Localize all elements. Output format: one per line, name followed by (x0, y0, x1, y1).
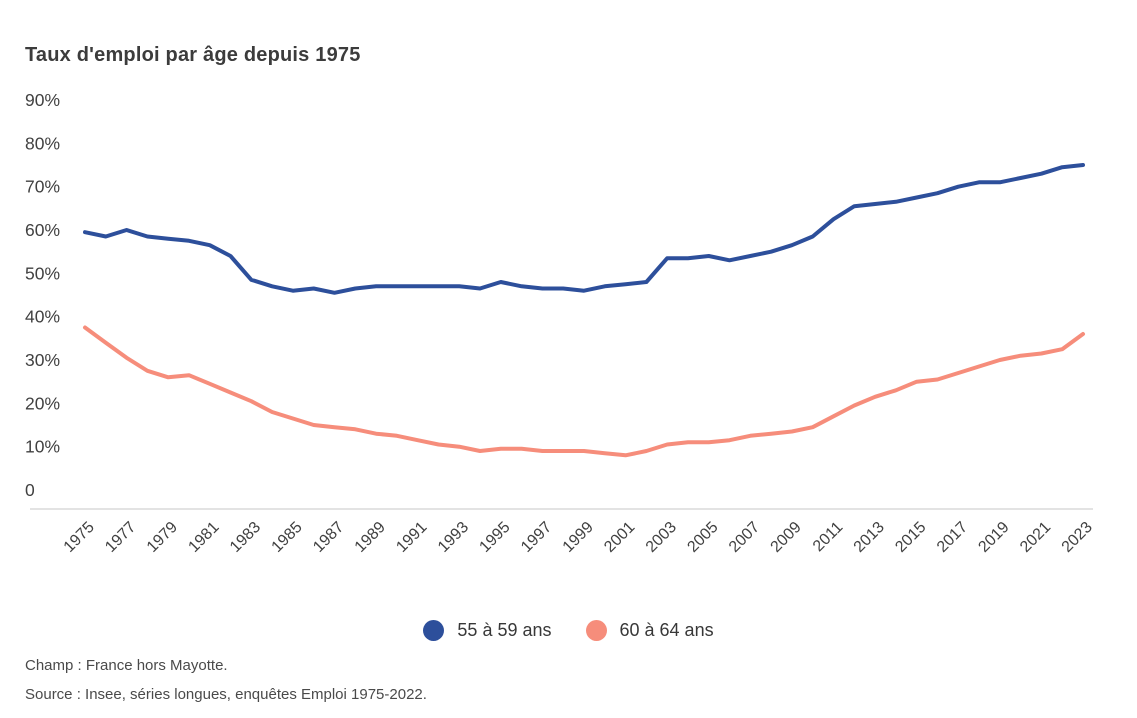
x-axis-label: 2019 (975, 519, 1012, 556)
legend-dot-55-59-icon (423, 620, 445, 641)
y-axis-label: 20% (25, 393, 60, 413)
y-axis-label: 90% (25, 90, 60, 110)
footnote-source: Source : Insee, séries longues, enquêtes… (25, 686, 427, 703)
x-axis-label: 2015 (892, 519, 929, 556)
x-axis-label: 1975 (61, 519, 98, 556)
footnote-champ: Champ : France hors Mayotte. (25, 657, 228, 674)
series-line-60-64 (83, 325, 1085, 458)
x-axis-label: 1983 (227, 519, 264, 556)
x-axis-label: 2013 (851, 519, 888, 556)
legend-item-60-64: 60 à 64 ans (585, 620, 714, 641)
y-axis-label: 50% (25, 263, 60, 283)
x-axis-label: 1985 (269, 519, 306, 556)
x-axis-label: 1977 (102, 519, 139, 556)
x-axis-label: 1995 (476, 519, 513, 556)
legend-label-55-59: 55 à 59 ans (457, 620, 552, 640)
chart-footnotes: Champ : France hors Mayotte. Source : In… (25, 651, 925, 709)
x-axis-label: 2009 (768, 519, 805, 556)
chart-title: Taux d'emploi par âge depuis 1975 (25, 44, 361, 66)
x-axis-label: 2011 (810, 519, 846, 555)
y-axis-label: 80% (25, 133, 60, 153)
x-axis-label: 1989 (352, 519, 389, 556)
x-axis-label: 2017 (934, 519, 971, 556)
x-axis-label: 2021 (1017, 519, 1054, 556)
x-axis-label: 2001 (601, 519, 638, 556)
legend-label-60-64: 60 à 64 ans (619, 620, 714, 640)
x-axis-label: 1979 (144, 519, 181, 556)
series-line-55-59 (83, 163, 1085, 295)
y-axis-label: 10% (25, 437, 60, 457)
chart-legend: 55 à 59 ans 60 à 64 ans (0, 620, 1137, 641)
x-axis-label: 2005 (684, 519, 721, 556)
x-axis-label: 2007 (726, 519, 763, 556)
y-axis-label: 40% (25, 307, 60, 327)
x-axis-label: 1997 (518, 519, 555, 556)
legend-dot-60-64-icon (585, 620, 607, 641)
x-axis-label: 2003 (643, 519, 680, 556)
y-axis-label: 0 (25, 480, 35, 500)
y-axis-label: 70% (25, 177, 60, 197)
x-axis-label: 1987 (310, 519, 347, 556)
x-axis-label: 1991 (393, 519, 430, 556)
employment-rate-line-chart: 90% 80% 70% 60% 50% 40% 30% 20% 10% 0 1975 1977 1979… (25, 90, 1096, 556)
y-axis-label: 60% (25, 220, 60, 240)
x-axis-label: 2023 (1059, 519, 1096, 556)
legend-item-55-59: 55 à 59 ans (423, 620, 552, 641)
x-axis-label: 1993 (435, 519, 472, 556)
x-axis-label: 1999 (560, 519, 597, 556)
x-axis-label: 1981 (185, 519, 222, 556)
y-axis-label: 30% (25, 350, 60, 370)
